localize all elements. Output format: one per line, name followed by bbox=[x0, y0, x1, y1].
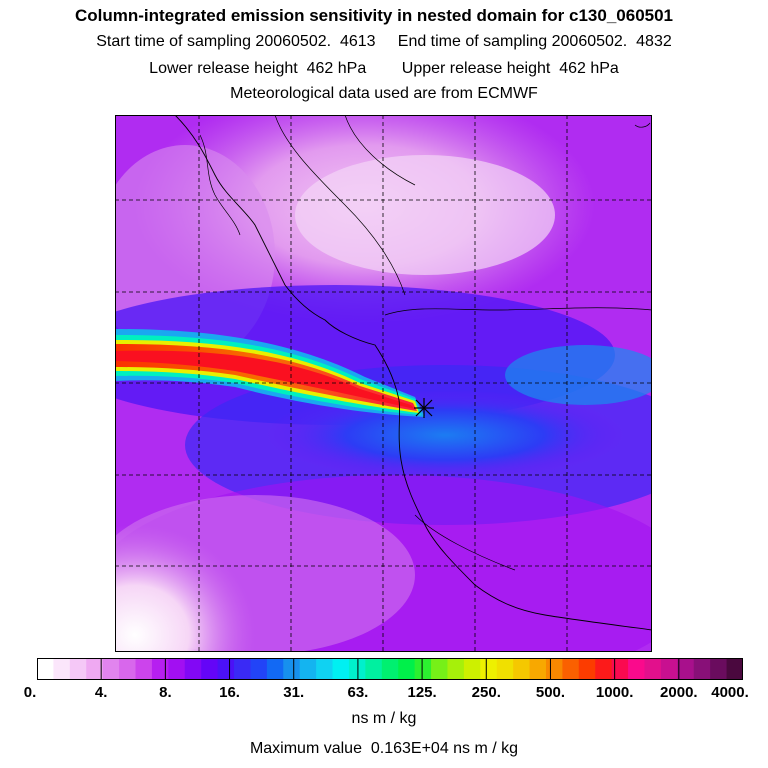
colorbar-cell bbox=[677, 658, 695, 680]
colorbar-cell bbox=[578, 658, 596, 680]
colorbar-cell bbox=[611, 658, 629, 680]
colorbar-tick-label: 4000. bbox=[711, 684, 749, 701]
colorbar-tick-label: 4. bbox=[94, 684, 108, 701]
colorbar-cell bbox=[726, 658, 743, 680]
colorbar-cell bbox=[102, 658, 120, 680]
colorbar-tick-label: 8. bbox=[159, 684, 172, 701]
border-4 bbox=[414, 514, 516, 571]
plume-red-core bbox=[115, 350, 415, 409]
colorbar-cell bbox=[414, 658, 432, 680]
colorbar-cell bbox=[480, 658, 498, 680]
sensitivity-map bbox=[15, 85, 705, 745]
colorbar-cell bbox=[135, 658, 153, 680]
blue-core bbox=[265, 390, 625, 480]
colorbar-cell bbox=[86, 658, 104, 680]
colorbar-cell bbox=[168, 658, 186, 680]
colorbar-cell bbox=[431, 658, 449, 680]
colorbar-cell bbox=[53, 658, 71, 680]
colorbar-cell bbox=[283, 658, 301, 680]
asterisk-marker bbox=[414, 398, 434, 418]
plot-title: Column-integrated emission sensitivity i… bbox=[74, 6, 674, 25]
colorbar-cell bbox=[660, 658, 678, 680]
maximum-value-label: Maximum value 0.163E+04 ns m / kg bbox=[249, 740, 519, 757]
colorbar-cell bbox=[201, 658, 219, 680]
colorbar-cell bbox=[529, 658, 547, 680]
border-3 bbox=[384, 307, 653, 316]
gridlines bbox=[115, 115, 652, 652]
border-2 bbox=[344, 114, 416, 186]
colorbar-cell bbox=[710, 658, 728, 680]
colorbar-cell bbox=[463, 658, 481, 680]
border-1 bbox=[274, 114, 406, 296]
colorbar-cell bbox=[69, 658, 87, 680]
colorbar-cell bbox=[37, 658, 55, 680]
colorbar-tick-label: 125. bbox=[407, 684, 437, 701]
map-frame bbox=[115, 115, 652, 652]
colorbar-tick-label: 2000. bbox=[660, 684, 698, 701]
colorbar-tick-label: 31. bbox=[283, 684, 305, 701]
colorbar-tick-label: 1000. bbox=[595, 684, 634, 701]
colorbar-cell bbox=[644, 658, 662, 680]
colorbar-cell bbox=[496, 658, 514, 680]
peninsula bbox=[199, 134, 241, 236]
island-1 bbox=[634, 122, 651, 128]
coastline bbox=[174, 114, 653, 631]
colorbar-cell bbox=[545, 658, 563, 680]
colorbar-cell bbox=[447, 658, 465, 680]
colorbar-cell bbox=[234, 658, 252, 680]
colorbar-cell bbox=[693, 658, 711, 680]
colorbar-cell bbox=[119, 658, 137, 680]
colorbar-cell bbox=[595, 658, 613, 680]
release-height-line: Lower release height 462 hPa Upper relea… bbox=[149, 60, 619, 77]
colorbar-cell bbox=[398, 658, 416, 680]
colorbar-cell bbox=[184, 658, 202, 680]
colorbar-unit-label: ns m / kg bbox=[351, 710, 417, 727]
colorbar-cell bbox=[217, 658, 235, 680]
colorbar-cell bbox=[562, 658, 580, 680]
met-data-line: Meteorological data used are from ECMWF bbox=[230, 85, 538, 102]
colorbar-cell bbox=[628, 658, 646, 680]
colorbar-cell bbox=[513, 658, 531, 680]
colorbar-tick-label: 0. bbox=[23, 684, 37, 701]
lighter-north-core bbox=[295, 155, 555, 275]
colorbar-cell bbox=[365, 658, 383, 680]
colorbar-cell bbox=[316, 658, 334, 680]
colorbar-cell bbox=[250, 658, 268, 680]
colorbar-tick-label: 250. bbox=[471, 684, 501, 701]
colorbar-cell bbox=[299, 658, 317, 680]
colorbar-cell bbox=[151, 658, 169, 680]
colorbar-cell bbox=[381, 658, 399, 680]
colorbar-cell bbox=[332, 658, 350, 680]
colorbar-tick-label: 63. bbox=[347, 684, 369, 701]
colorbar-cell bbox=[266, 658, 284, 680]
sampling-time-line: Start time of sampling 20060502. 4613 En… bbox=[96, 33, 672, 50]
colorbar-tick-label: 16. bbox=[219, 684, 240, 701]
colorbar-tick-label: 500. bbox=[535, 684, 566, 701]
cyan-east bbox=[505, 345, 665, 405]
